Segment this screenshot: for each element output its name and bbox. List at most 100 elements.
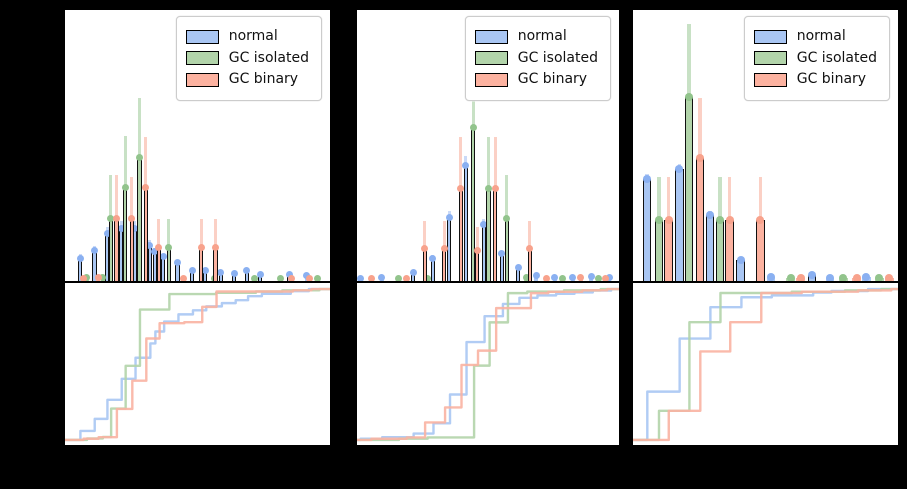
marker-dot-normal xyxy=(605,274,613,281)
marker-dot-binary xyxy=(526,244,534,252)
legend-label-isolated: GC isolated xyxy=(228,49,309,66)
marker-dot-binary xyxy=(402,274,410,281)
marker-dot-binary xyxy=(885,274,894,281)
marker-dot-normal xyxy=(103,229,111,237)
hist-bar-isolated xyxy=(108,218,113,281)
marker-dot-normal xyxy=(445,213,453,221)
legend: normal GC isolated GC binary xyxy=(743,16,890,101)
hist-bar-normal xyxy=(675,169,684,281)
marker-dot-normal xyxy=(514,263,522,271)
marker-dot-binary xyxy=(367,274,375,281)
marker-dot-normal xyxy=(230,270,238,278)
legend-swatch-isolated xyxy=(474,51,508,66)
marker-dot-normal xyxy=(159,252,167,260)
legend-item-normal: normal xyxy=(185,28,309,46)
marker-dot-normal xyxy=(675,165,684,174)
legend-item-isolated: GC isolated xyxy=(753,50,877,68)
hist-bar-isolated xyxy=(486,188,491,281)
marker-dot-normal xyxy=(480,220,488,228)
marker-dot-isolated xyxy=(135,154,143,162)
hist-bar-binary xyxy=(756,220,765,281)
hist-bar-isolated xyxy=(123,187,128,281)
legend-swatch-binary xyxy=(185,72,219,87)
shared-x-spine xyxy=(633,281,898,283)
panel-2: normal GC isolated GC binary xyxy=(356,9,620,446)
legend-label-binary: GC binary xyxy=(228,71,299,87)
marker-dot-binary xyxy=(113,214,121,222)
marker-dot-isolated xyxy=(875,274,884,281)
marker-dot-isolated xyxy=(250,274,258,281)
legend-item-isolated: GC isolated xyxy=(474,49,598,68)
marker-dot-binary xyxy=(155,243,163,251)
marker-dot-normal xyxy=(151,247,159,255)
marker-dot-isolated xyxy=(786,274,795,281)
marker-dot-normal xyxy=(217,269,225,277)
hist-bar-binary xyxy=(213,247,218,281)
marker-dot-normal xyxy=(201,267,209,275)
cdf-line-normal xyxy=(65,287,330,442)
marker-dot-normal xyxy=(131,224,139,232)
hist-bar-binary xyxy=(199,247,204,281)
marker-dot-isolated xyxy=(99,274,107,281)
marker-dot-normal xyxy=(174,259,182,267)
hist-bar-binary xyxy=(442,248,447,281)
marker-dot-isolated xyxy=(558,274,566,281)
marker-dot-normal xyxy=(462,161,470,169)
hist-bar-binary xyxy=(156,247,161,281)
legend-label-isolated: GC isolated xyxy=(517,49,598,66)
marker-dot-binary xyxy=(306,274,314,281)
marker-dot-normal xyxy=(357,274,365,281)
hist-bar-isolated xyxy=(654,220,664,281)
hist-bar-binary xyxy=(143,187,148,281)
cdf-line-binary xyxy=(65,287,330,442)
marker-dot-isolated xyxy=(313,274,321,281)
legend-label-normal: normal xyxy=(228,28,278,44)
marker-dot-normal xyxy=(498,250,506,258)
marker-dot-normal xyxy=(429,255,437,263)
marker-dot-normal xyxy=(188,267,196,275)
legend-swatch-normal xyxy=(474,29,508,44)
marker-dot-isolated xyxy=(469,124,477,132)
marker-dot-isolated xyxy=(595,274,603,281)
cdf-line-normal xyxy=(633,287,898,442)
marker-dot-normal xyxy=(569,274,577,281)
marker-dot-binary xyxy=(287,274,295,281)
hist-bar-normal xyxy=(463,165,468,281)
marker-dot-binary xyxy=(664,216,673,225)
marker-dot-isolated xyxy=(685,92,694,101)
hist-bar-isolated xyxy=(715,220,725,281)
marker-dot-binary xyxy=(491,185,499,193)
marker-dot-normal xyxy=(736,256,745,265)
marker-dot-binary xyxy=(601,274,609,281)
legend-item-isolated: GC isolated xyxy=(185,49,309,68)
marker-dot-binary xyxy=(79,274,87,281)
marker-dot-isolated xyxy=(654,216,663,225)
legend-item-normal: normal xyxy=(753,28,877,46)
legend: normal GC isolated GC binary xyxy=(175,16,322,101)
hist-bar-binary xyxy=(129,218,134,281)
marker-dot-binary xyxy=(852,274,861,281)
marker-dot-binary xyxy=(473,246,481,254)
legend-swatch-binary xyxy=(753,72,787,87)
hist-bar-binary xyxy=(725,220,734,281)
marker-dot-normal xyxy=(705,210,714,219)
marker-dot-isolated xyxy=(395,274,403,281)
legend-label-binary: GC binary xyxy=(796,71,867,87)
cdf-axes-1 xyxy=(65,283,330,445)
cdf-line-isolated xyxy=(633,287,898,442)
legend-swatch-binary xyxy=(474,72,508,87)
marker-dot-normal xyxy=(807,271,816,280)
marker-dot-normal xyxy=(146,241,154,249)
marker-dot-isolated xyxy=(522,274,530,281)
marker-dot-normal xyxy=(643,175,652,184)
legend-swatch-normal xyxy=(185,29,219,44)
marker-dot-binary xyxy=(142,184,150,192)
marker-dot-normal xyxy=(117,224,125,232)
marker-dot-binary xyxy=(695,153,704,162)
marker-dot-binary xyxy=(128,215,136,223)
legend-item-binary: GC binary xyxy=(185,71,309,89)
marker-dot-normal xyxy=(766,272,775,281)
marker-dot-binary xyxy=(94,274,102,281)
marker-dot-binary xyxy=(440,244,448,252)
